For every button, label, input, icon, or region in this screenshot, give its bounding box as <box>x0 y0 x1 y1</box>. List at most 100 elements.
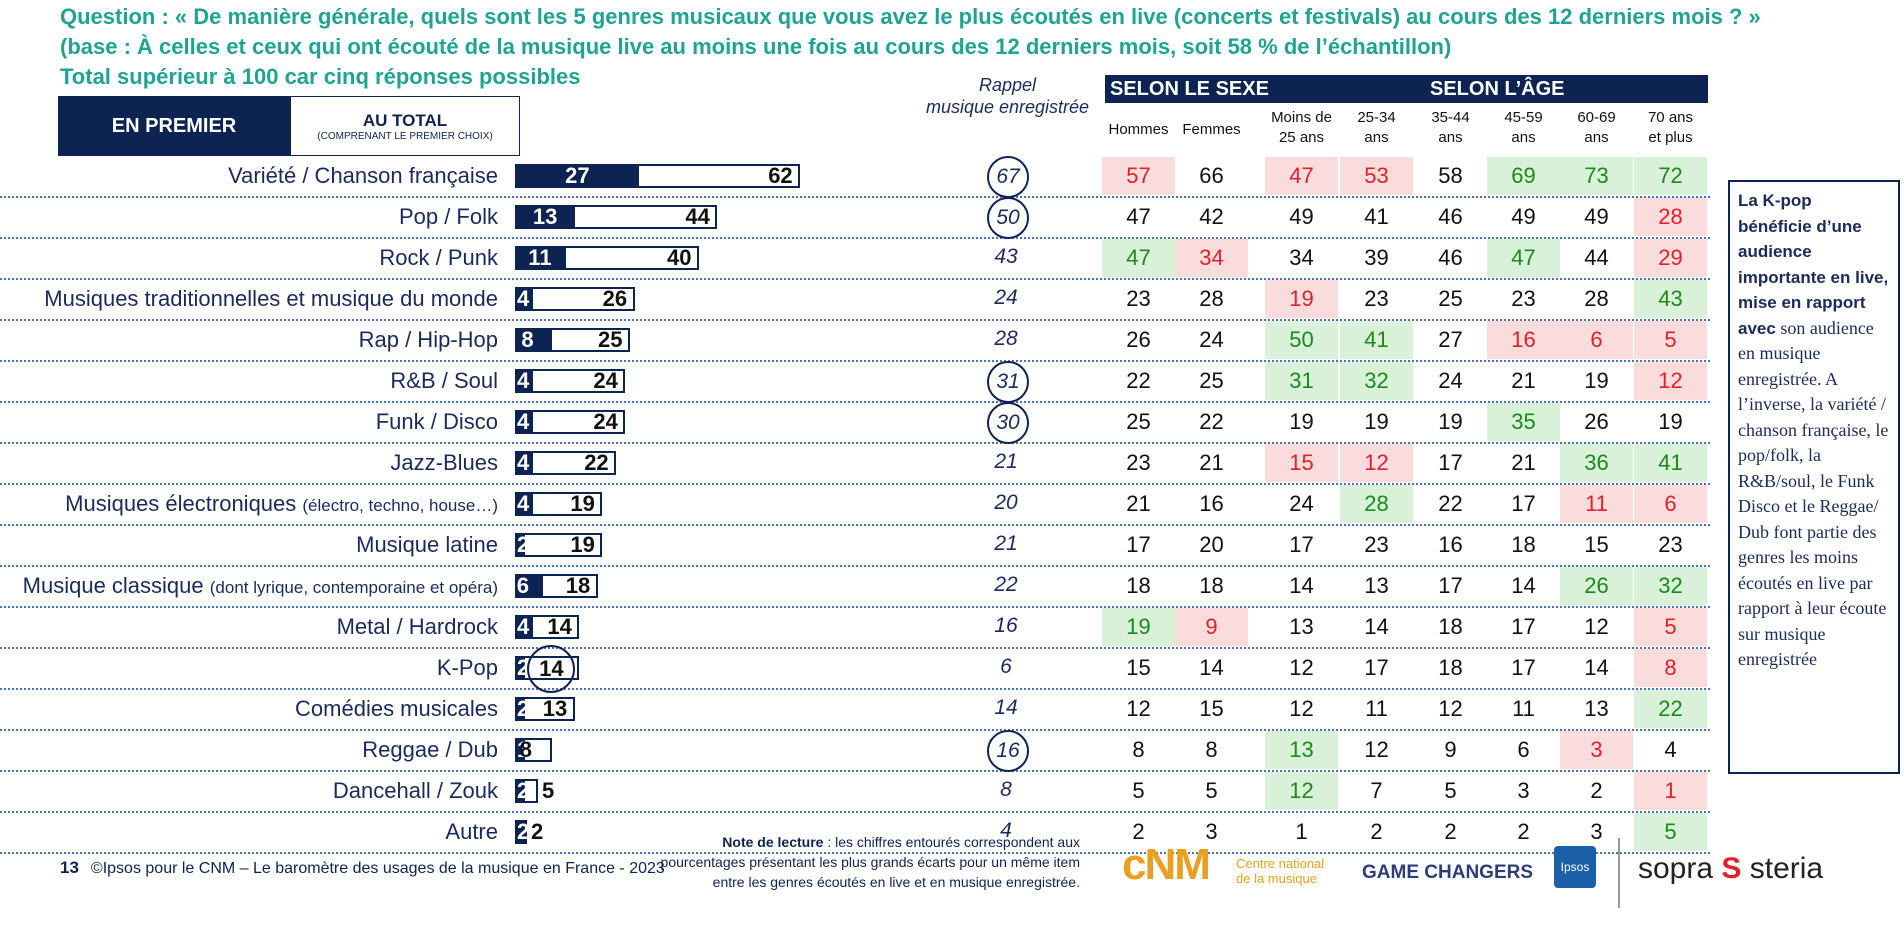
breakdown-cell: 49 <box>1511 204 1536 229</box>
footer: 13 ©Ipsos pour le CNM – Le baromètre des … <box>60 858 665 878</box>
breakdown-cell: 58 <box>1438 163 1463 188</box>
rappel-value: 14 <box>994 696 1018 719</box>
breakdown-cell: 21 <box>1511 368 1536 393</box>
bar-total-label: 18 <box>565 573 591 598</box>
column-header-line: 60-69 <box>1577 109 1616 126</box>
bar-total-label: 2 <box>531 819 544 844</box>
breakdown-cell: 7 <box>1370 778 1383 803</box>
breakdown-cell: 22 <box>1126 368 1151 393</box>
breakdown-cell: 66 <box>1199 163 1224 188</box>
category-label-detail: (électro, techno, house…) <box>302 496 498 515</box>
breakdown-cell: 14 <box>1511 573 1536 598</box>
game-changers-logo: GAME CHANGERS <box>1362 862 1534 883</box>
base-text: (base : À celles et ceux qui ont écouté … <box>60 34 1452 59</box>
breakdown-cell: 44 <box>1584 245 1609 270</box>
category-label: Metal / Hardrock <box>336 614 498 639</box>
breakdown-cell: 18 <box>1199 573 1224 598</box>
breakdown-cell: 24 <box>1289 491 1314 516</box>
bar-total-label: 8 <box>519 737 533 762</box>
bar-first <box>515 287 534 311</box>
breakdown-cell: 49 <box>1289 204 1314 229</box>
breakdown-cell: 72 <box>1634 157 1707 195</box>
rappel-value: 4 <box>1000 819 1012 842</box>
breakdown-cell: 26 <box>1584 409 1609 434</box>
sidebar-note-lead: La K-pop bénéficie d’une audience import… <box>1738 191 1889 338</box>
row-separator <box>0 483 1710 485</box>
breakdown-cell: 12 <box>1340 444 1413 482</box>
bar-first-label: 13 <box>532 204 558 229</box>
rappel-value: 67 <box>987 156 1029 198</box>
rappel-header: Rappel musique enregistrée <box>915 74 1100 118</box>
sidebar-note-rest: son audience en musique enregistrée. A l… <box>1738 317 1889 670</box>
column-header-line: Hommes <box>1108 121 1169 138</box>
breakdown-cell: 12 <box>1265 772 1338 810</box>
breakdown-cell: 21 <box>1199 450 1224 475</box>
bar-first-label: 27 <box>565 163 590 188</box>
sidebar-note: La K-pop bénéficie d’une audience import… <box>1728 180 1900 774</box>
rappel-value: 43 <box>994 245 1018 268</box>
breakdown-cell: 3 <box>1205 819 1218 844</box>
breakdown-cell: 47 <box>1102 239 1175 277</box>
breakdown-cell: 5 <box>1205 778 1218 803</box>
breakdown-cell: 14 <box>1289 573 1314 598</box>
breakdown-cell: 3 <box>1517 778 1530 803</box>
breakdown-cell: 43 <box>1634 280 1707 318</box>
breakdown-cell: 17 <box>1511 655 1536 680</box>
breakdown-cell: 49 <box>1584 204 1609 229</box>
breakdown-cell: 23 <box>1126 450 1151 475</box>
breakdown-cell: 28 <box>1634 198 1707 236</box>
reading-note-label: Note de lecture <box>722 834 824 850</box>
row-separator <box>0 729 1710 731</box>
bar-total-label: 14 <box>547 614 572 639</box>
bar-total <box>515 287 635 311</box>
row-separator <box>0 565 1710 567</box>
category-label: R&B / Soul <box>390 368 498 393</box>
rappel-value: 22 <box>994 573 1018 596</box>
breakdown-cell: 34 <box>1289 245 1314 270</box>
reading-note: Note de lecture : les chiffres entourés … <box>660 832 1080 892</box>
bar-first <box>515 697 525 721</box>
breakdown-cell: 5 <box>1634 608 1707 646</box>
column-header-line: ans <box>1511 129 1536 146</box>
breakdown-cell: 41 <box>1340 321 1413 359</box>
ipsos-logo: Ipsos <box>1554 846 1596 888</box>
breakdown-cell: 32 <box>1340 362 1413 400</box>
bar-first <box>515 492 534 516</box>
category-label: Musiques électroniques (électro, techno,… <box>65 491 498 517</box>
bar-total-label: 40 <box>667 245 692 270</box>
page-number: 13 <box>60 858 79 877</box>
category-label: Rap / Hip-Hop <box>358 327 498 352</box>
breakdown-cell: 13 <box>1289 614 1314 639</box>
column-header-line: ans <box>1364 129 1389 146</box>
row-separator <box>0 811 1710 813</box>
row-separator <box>0 852 1710 854</box>
rappel-line-2: musique enregistrée <box>925 97 1090 117</box>
breakdown-cell: 8 <box>1205 737 1218 762</box>
bar-first <box>515 164 640 188</box>
bar-total-label: 19 <box>570 491 595 516</box>
row-separator <box>0 688 1710 690</box>
category-label: Jazz-Blues <box>390 450 498 475</box>
sopra-swoosh-icon: S <box>1721 852 1742 885</box>
breakdown-cell: 23 <box>1658 532 1683 557</box>
column-header-line: 25-34 <box>1357 109 1396 126</box>
breakdown-cell: 15 <box>1584 532 1609 557</box>
breakdown-cell: 26 <box>1126 327 1151 352</box>
rappel-value: 21 <box>994 450 1018 473</box>
column-header: Moins de 25 ans <box>1265 108 1338 148</box>
column-header: 35-44 ans <box>1414 108 1487 148</box>
breakdown-cell: 1 <box>1634 772 1707 810</box>
bar-total-label: 62 <box>768 163 793 188</box>
bar-total-label: 44 <box>685 204 710 229</box>
rappel-value: 16 <box>987 730 1029 772</box>
breakdown-cell: 6 <box>1517 737 1530 762</box>
category-label: Autre <box>445 819 498 844</box>
column-header-line: Moins de <box>1271 109 1332 126</box>
bar-total-label: 19 <box>570 532 595 557</box>
logo-divider <box>1618 838 1620 908</box>
rappel-value: 21 <box>994 532 1018 555</box>
bar-first-label: 1 <box>517 737 530 762</box>
breakdown-cell: 21 <box>1126 491 1151 516</box>
bar-first <box>515 574 543 598</box>
breakdown-cell: 46 <box>1438 245 1463 270</box>
